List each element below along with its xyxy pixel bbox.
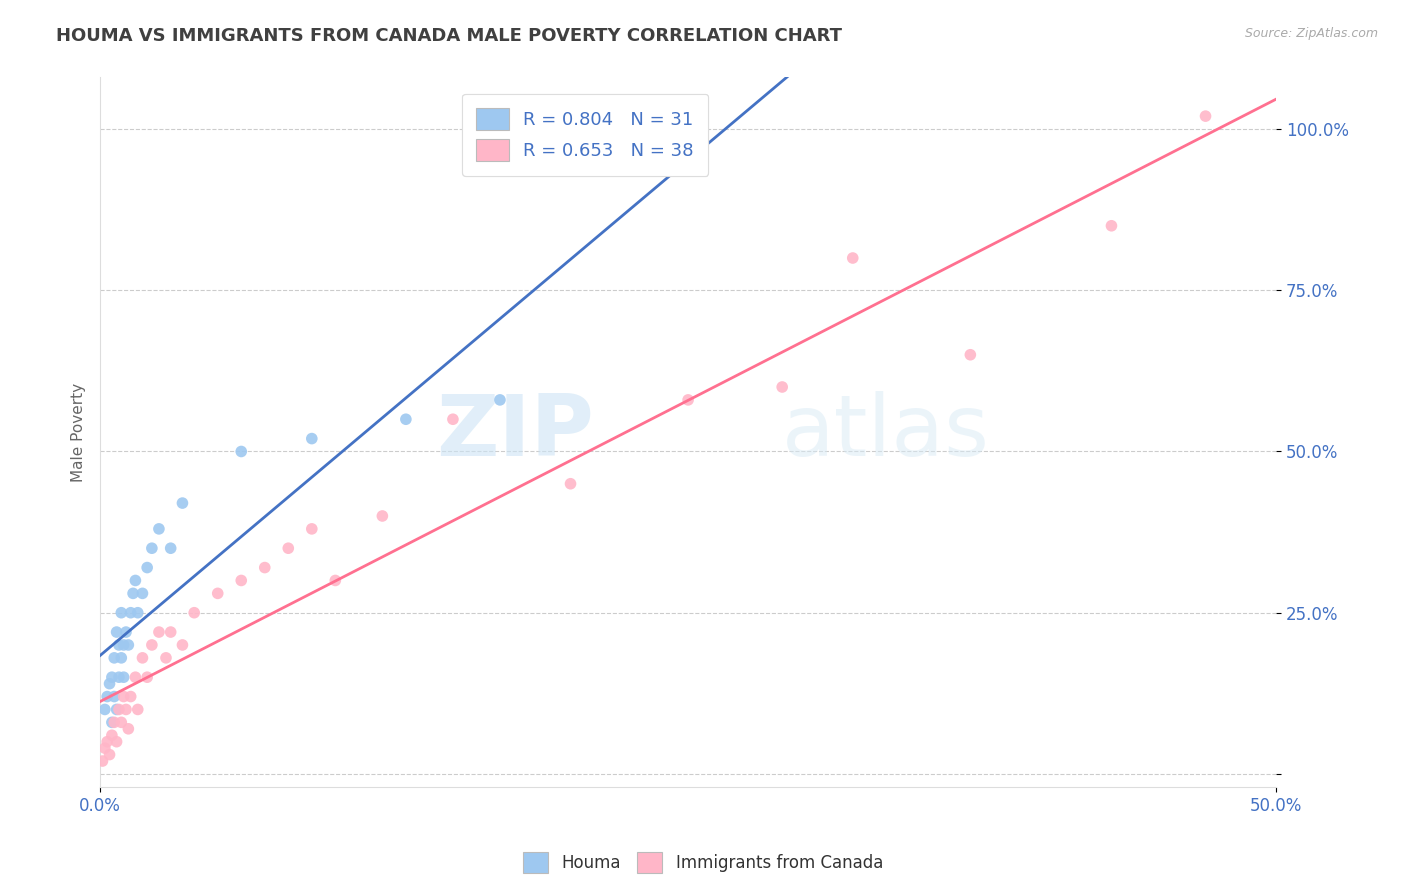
Point [101,728,124,742]
Point [172,638,194,652]
Point [101,670,124,684]
Point [231,574,253,588]
Point [110,606,132,620]
Point [110,651,132,665]
Point [105,625,128,640]
Point [96,734,118,748]
Point [131,586,153,600]
Point [105,734,128,748]
Point [115,702,138,716]
Legend: R = 0.804   N = 31, R = 0.653   N = 38: R = 0.804 N = 31, R = 0.653 N = 38 [463,94,709,176]
Text: ZIP: ZIP [436,391,595,474]
Point [136,670,159,684]
Text: Source: ZipAtlas.com: Source: ZipAtlas.com [1244,27,1378,40]
Point [183,606,205,620]
Point [131,651,153,665]
Point [115,625,138,640]
Point [141,638,163,652]
Point [122,586,145,600]
Point [117,638,139,652]
Point [110,715,132,730]
Point [103,715,125,730]
Point [172,496,194,510]
Point [1101,219,1123,233]
Point [277,541,299,556]
Point [371,508,394,523]
Point [323,574,346,588]
Text: HOUMA VS IMMIGRANTS FROM CANADA MALE POVERTY CORRELATION CHART: HOUMA VS IMMIGRANTS FROM CANADA MALE POV… [56,27,842,45]
Point [112,690,135,704]
Point [94,702,117,716]
Point [560,476,582,491]
Point [120,690,142,704]
Point [98,747,121,762]
Point [108,702,131,716]
Point [94,741,117,756]
Legend: Houma, Immigrants from Canada: Houma, Immigrants from Canada [516,846,890,880]
Y-axis label: Male Poverty: Male Poverty [72,383,86,482]
Point [231,444,253,458]
Point [103,690,125,704]
Point [112,638,135,652]
Point [120,606,142,620]
Point [136,560,159,574]
Point [98,676,121,690]
Point [676,392,699,407]
Point [770,380,793,394]
Point [842,251,865,265]
Point [301,432,323,446]
Point [127,606,149,620]
Point [395,412,418,426]
Point [141,541,163,556]
Point [155,651,177,665]
Point [117,722,139,736]
Point [207,586,229,600]
Point [159,541,181,556]
Point [127,702,149,716]
Point [91,754,114,768]
Point [441,412,464,426]
Point [105,702,128,716]
Point [112,670,135,684]
Point [96,690,118,704]
Point [124,574,146,588]
Point [253,560,276,574]
Point [124,670,146,684]
Point [101,715,124,730]
Point [108,638,131,652]
Point [148,522,170,536]
Text: atlas: atlas [782,391,990,474]
Point [108,670,131,684]
Point [103,651,125,665]
Point [1194,109,1216,123]
Point [959,348,981,362]
Point [159,625,181,640]
Point [148,625,170,640]
Point [489,392,512,407]
Point [301,522,323,536]
